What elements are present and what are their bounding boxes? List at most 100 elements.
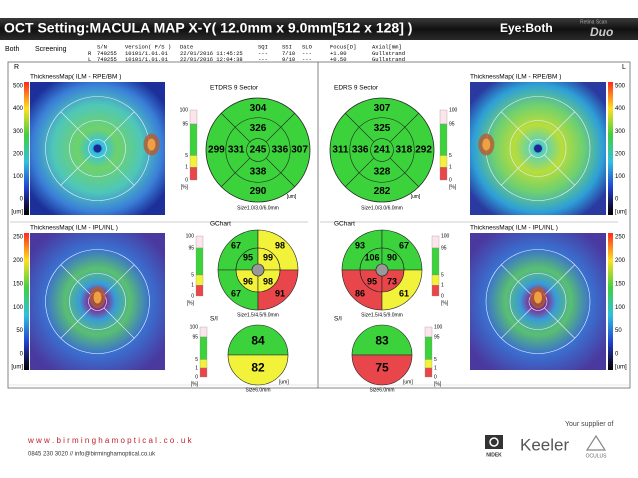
gchart-value: 98 xyxy=(263,276,273,286)
legend-segment xyxy=(424,359,433,369)
gchart-value: 73 xyxy=(387,276,397,286)
scale-unit: [um] xyxy=(615,210,627,216)
si-title: S/I xyxy=(210,316,218,323)
info-cell: 740255 xyxy=(97,50,117,57)
info-cell: --- xyxy=(258,50,268,57)
si-size: Size6.0mm xyxy=(245,387,270,393)
legend-label: 0 xyxy=(191,293,194,299)
legend-segment xyxy=(195,274,204,286)
footer-contact: 0845 230 3020 // info@birminghamoptical.… xyxy=(28,452,156,458)
scale-label: 250 xyxy=(13,235,24,241)
scale-label: 0 xyxy=(615,352,619,358)
logo: Duo xyxy=(590,25,613,39)
gchart-title: GChart xyxy=(210,221,231,228)
footer-supplier: Your supplier of xyxy=(565,421,613,428)
scale-label: 300 xyxy=(615,129,626,135)
scale-label: 300 xyxy=(13,129,24,135)
gchart-value: 91 xyxy=(275,288,285,298)
etdrs-divider xyxy=(345,157,375,187)
legend-label: 0 xyxy=(185,177,188,183)
info-cell: 7/10 xyxy=(282,50,295,57)
oculus-icon xyxy=(585,434,607,451)
info-cell: --- xyxy=(258,56,268,63)
map-grid-line xyxy=(544,111,575,143)
scale-label: 200 xyxy=(13,258,24,264)
nidek-icon xyxy=(485,435,503,449)
optic-disc-core xyxy=(534,291,542,304)
scale-label: 400 xyxy=(13,106,24,112)
legend-segment xyxy=(199,359,208,369)
brand-oculus: OCULUS xyxy=(586,453,608,459)
fovea xyxy=(93,144,102,153)
etdrs-divider xyxy=(389,157,419,187)
nidek-icon-ring xyxy=(489,437,499,447)
etdrs-value: 338 xyxy=(250,166,267,177)
etdrs-value: 311 xyxy=(332,145,349,156)
gchart-value: 67 xyxy=(231,240,241,250)
info-column: Date xyxy=(180,43,193,50)
gchart-value: 67 xyxy=(399,240,409,250)
scale-label: 50 xyxy=(16,328,23,334)
scale-label: 500 xyxy=(615,84,626,90)
legend-label: 100 xyxy=(441,233,450,239)
si-superior xyxy=(351,324,413,356)
gchart-size: Size1.5/4.5/9.0mm xyxy=(361,312,403,318)
gchart-value: 90 xyxy=(387,252,397,262)
etdrs-value: 336 xyxy=(271,145,288,156)
legend-unit: [%] xyxy=(187,300,195,306)
scale-label: 500 xyxy=(13,84,24,90)
info-cell: 740255 xyxy=(97,56,117,63)
gchart-value: 61 xyxy=(399,288,409,298)
scale-label: 50 xyxy=(615,328,622,334)
map-grid-line xyxy=(103,111,135,143)
legend-segment xyxy=(189,109,198,125)
legend-segment xyxy=(195,235,204,249)
legend-segment xyxy=(189,123,198,156)
scale-label: 100 xyxy=(13,305,24,311)
brand-nidek: NIDEK xyxy=(486,452,502,458)
info-column: SSI xyxy=(282,43,292,50)
legend-label: 5 xyxy=(449,153,452,159)
si-unit: [um] xyxy=(403,379,413,385)
legend-unit: [%] xyxy=(434,381,442,387)
legend-label: 5 xyxy=(195,357,198,363)
info-cell: Gullstrand xyxy=(372,56,405,63)
eye-side: R xyxy=(14,64,19,71)
legend-segment xyxy=(439,109,448,125)
legend-label: 1 xyxy=(441,283,444,289)
legend-label: 5 xyxy=(185,153,188,159)
map-grid-line xyxy=(60,307,92,339)
map-grid-circle xyxy=(69,273,126,330)
gchart-value: 99 xyxy=(263,252,273,262)
info-column: Axial[mm] xyxy=(372,43,402,50)
legend-segment xyxy=(189,155,198,168)
etdrs-value: 292 xyxy=(415,145,432,156)
info-cell: L xyxy=(88,56,91,63)
map-grid-circle xyxy=(69,120,126,177)
legend-unit: [%] xyxy=(191,381,199,387)
legend-label: 1 xyxy=(191,283,194,289)
gchart-center xyxy=(375,263,389,277)
info-cell: 10101/1.01.01 xyxy=(125,50,169,57)
map-grid-line xyxy=(60,264,92,296)
report-frame xyxy=(7,61,631,389)
map-grid-line xyxy=(501,264,532,296)
map-grid-line xyxy=(60,111,92,143)
etdrs-value: 304 xyxy=(250,103,267,114)
scale-label: 0 xyxy=(615,197,619,203)
fovea xyxy=(534,144,542,153)
scale-bar xyxy=(608,233,613,370)
etdrs-title: EDRS 9 Sector xyxy=(334,85,379,92)
legend-segment xyxy=(439,123,448,156)
map-grid-line xyxy=(103,154,135,186)
etdrs-size: Size1.0/3.0/6.0mm xyxy=(361,205,403,211)
legend-label: 100 xyxy=(434,324,443,330)
legend-segment xyxy=(424,336,433,360)
legend-segment xyxy=(199,336,208,360)
si-value: 75 xyxy=(375,361,389,375)
etdrs-value: 326 xyxy=(250,123,267,134)
gchart-sector xyxy=(381,269,423,311)
legend-label: 95 xyxy=(182,121,188,127)
legend-unit: [%] xyxy=(181,184,189,190)
gchart-value: 98 xyxy=(275,240,285,250)
